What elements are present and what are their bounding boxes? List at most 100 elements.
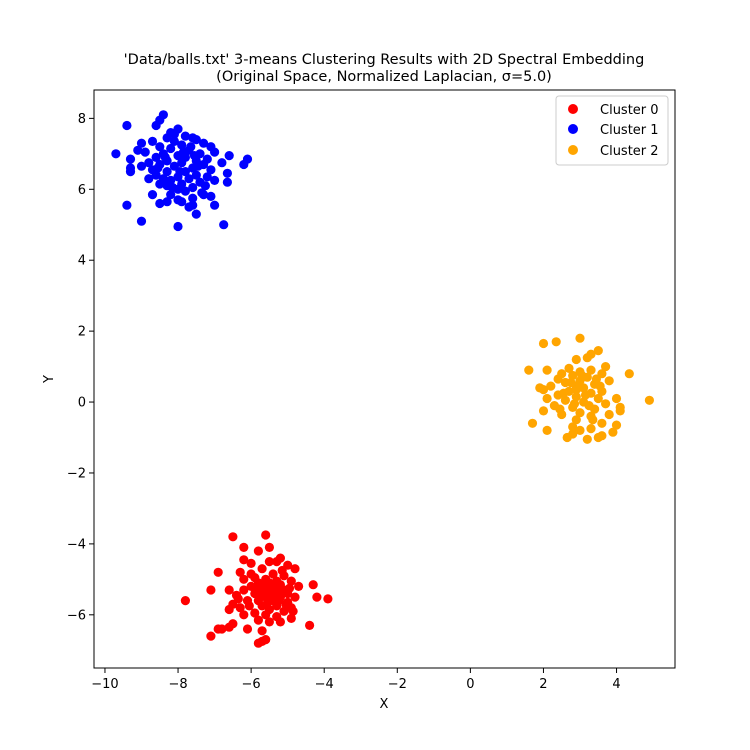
cluster-2-point (601, 362, 611, 372)
y-tick-label: −2 (67, 466, 86, 481)
cluster-1-point (162, 167, 172, 177)
cluster-2-point (560, 395, 571, 405)
cluster-0-point (264, 617, 274, 627)
y-tick-label: −6 (67, 608, 86, 623)
cluster-2-point (615, 406, 625, 416)
cluster-2-point (611, 420, 622, 430)
cluster-0-point (286, 576, 296, 586)
cluster-1-point (155, 142, 165, 152)
cluster-2-point (575, 408, 585, 418)
cluster-0-point (246, 569, 256, 579)
cluster-0-point (253, 546, 263, 556)
cluster-0-point (224, 604, 234, 615)
points-layer (111, 110, 655, 648)
cluster-1-point (202, 172, 212, 182)
cluster-0-point (308, 580, 318, 590)
cluster-0-point (277, 565, 287, 576)
cluster-0-point (279, 606, 289, 616)
y-tick-label: 0 (78, 396, 86, 411)
cluster-0-point (213, 567, 223, 577)
y-tick-label: −4 (67, 537, 86, 552)
cluster-0-point (273, 596, 284, 606)
cluster-1-point (210, 147, 220, 157)
x-tick-label: −8 (168, 677, 187, 692)
x-tick-label: −10 (91, 677, 118, 692)
cluster-2-point (582, 434, 592, 444)
cluster-0-point (224, 585, 234, 595)
cluster-1-point (147, 190, 158, 200)
cluster-1-point (189, 151, 200, 161)
cluster-0-point (235, 603, 245, 613)
cluster-0-point (250, 608, 260, 618)
cluster-2-point (559, 388, 569, 398)
cluster-1-point (125, 167, 136, 177)
legend-label-cluster-2: Cluster 2 (600, 144, 659, 159)
cluster-0-point (206, 631, 216, 641)
cluster-0-point (244, 601, 254, 611)
cluster-2-point (562, 432, 572, 443)
cluster-0-point (312, 592, 322, 602)
cluster-0-point (239, 585, 249, 595)
cluster-2-point (624, 369, 634, 379)
cluster-1-point (153, 163, 163, 173)
cluster-0-point (217, 624, 227, 634)
cluster-0-point (290, 564, 300, 574)
cluster-2-point (538, 385, 549, 395)
cluster-0-point (286, 613, 296, 624)
y-axis-ticks: −6 −4 −2 0 2 4 6 8 (67, 112, 94, 623)
cluster-1-point (133, 145, 143, 155)
cluster-1-point (136, 138, 147, 148)
cluster-1-point (177, 197, 187, 207)
chart-subtitle: (Original Space, Normalized Laplacian, σ… (216, 69, 552, 85)
cluster-0-point (253, 615, 263, 625)
cluster-2-point (568, 370, 578, 381)
cluster-1-point (178, 147, 189, 157)
cluster-1-point (169, 129, 179, 139)
cluster-0-point (264, 557, 274, 567)
legend-label-cluster-0: Cluster 0 (600, 103, 659, 118)
cluster-1-point (191, 209, 201, 219)
cluster-0-point (257, 626, 267, 636)
cluster-1-point (168, 182, 178, 193)
cluster-2-point (588, 415, 598, 425)
cluster-2-point (604, 409, 614, 420)
cluster-0-point (242, 624, 253, 634)
cluster-1-point (166, 143, 176, 154)
cluster-2-point (566, 377, 576, 388)
cluster-0-point (239, 555, 249, 565)
legend-marker-cluster-2 (568, 145, 578, 155)
legend-label-cluster-1: Cluster 1 (600, 123, 659, 138)
cluster-2-point (542, 393, 552, 404)
cluster-2-point (644, 395, 655, 405)
cluster-0-point (264, 542, 274, 553)
cluster-2-point (575, 333, 585, 343)
cluster-1-point (186, 142, 196, 152)
cluster-1-point (184, 202, 194, 212)
cluster-0-point (228, 532, 238, 542)
cluster-1-point (224, 151, 234, 161)
cluster-0-point (239, 574, 249, 584)
cluster-1-point (144, 158, 154, 168)
cluster-2-point (611, 393, 622, 404)
cluster-2-point (591, 374, 602, 384)
legend-marker-cluster-1 (568, 124, 578, 134)
cluster-1-point (217, 158, 227, 168)
cluster-1-point (147, 136, 158, 146)
y-tick-label: 6 (78, 183, 86, 198)
cluster-2-point (527, 418, 538, 428)
cluster-0-point (275, 617, 285, 627)
cluster-2-point (604, 376, 614, 386)
cluster-1-point (180, 131, 190, 141)
cluster-1-point (199, 138, 209, 148)
cluster-1-point (111, 149, 121, 159)
cluster-1-point (169, 136, 179, 146)
cluster-1-point (219, 220, 229, 230)
cluster-2-point (593, 346, 603, 356)
cluster-2-point (593, 432, 603, 443)
cluster-1-point (155, 179, 165, 189)
cluster-2-point (584, 401, 594, 411)
cluster-2-point (542, 365, 552, 375)
cluster-2-point (524, 365, 534, 375)
legend: Cluster 0 Cluster 1 Cluster 2 (555, 95, 669, 166)
